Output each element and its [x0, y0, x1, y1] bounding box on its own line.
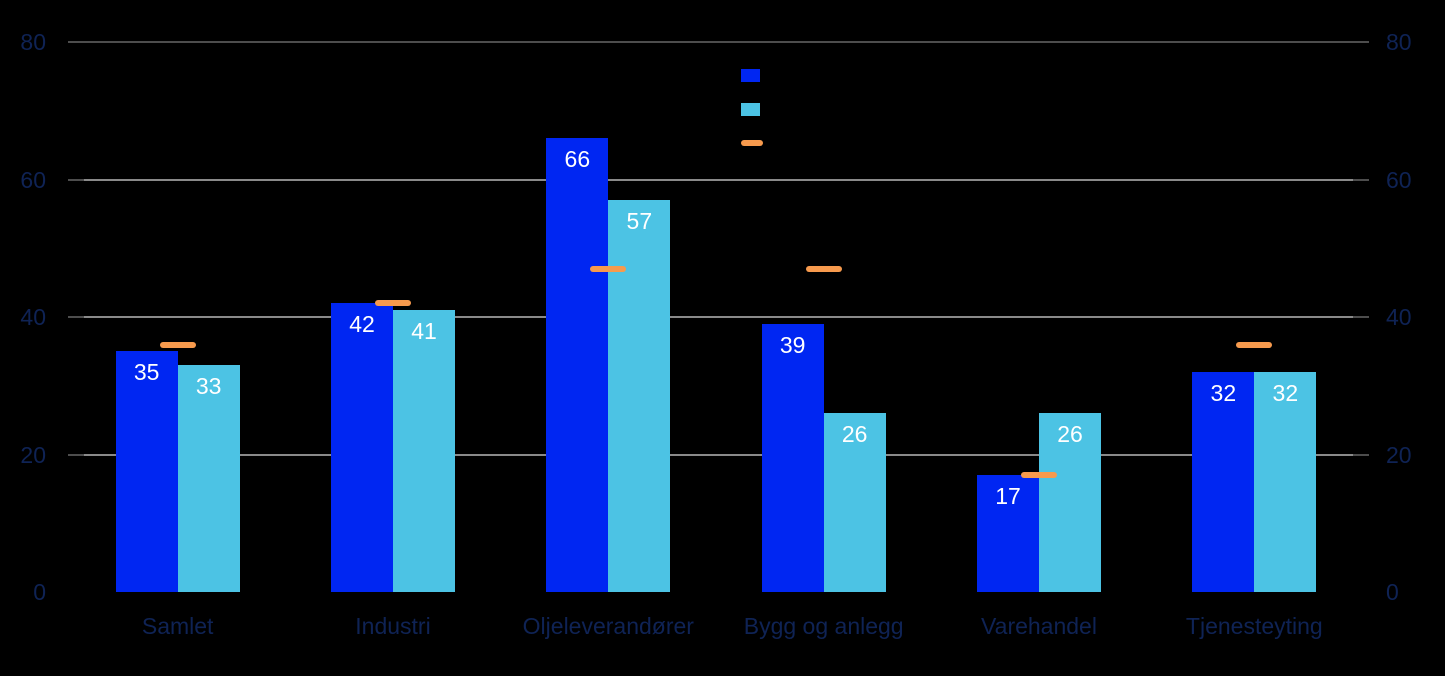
x-axis-label-varehandel: Varehandel	[981, 613, 1097, 639]
bar-value-label-samlet-series2: 33	[195, 373, 222, 400]
x-axis-label-industri: Industri	[355, 613, 431, 639]
y-axis-label-right-60: 60	[1386, 166, 1412, 193]
bar-value-label-bygg-og-anlegg-series2: 26	[841, 421, 868, 448]
bar-varehandel-series1	[977, 475, 1039, 592]
dash-marker-bygg-og-anlegg	[805, 265, 842, 272]
tick-right-60	[1353, 178, 1369, 181]
bar-varehandel-series2	[1039, 413, 1101, 592]
gridline-80	[84, 41, 1353, 43]
legend-entry-2	[741, 92, 941, 126]
y-axis-label-left-80: 80	[20, 29, 46, 55]
dash-marker-tjenesteyting	[1236, 341, 1273, 348]
bar-tjenesteyting-series2	[1254, 372, 1317, 592]
bar-value-label-bygg-og-anlegg-series1: 39	[779, 331, 806, 358]
gridline-40	[84, 316, 1353, 318]
bar-bygg-og-anlegg-series1	[761, 323, 824, 592]
bar-value-label-oljeleverandører-series2: 57	[626, 208, 653, 235]
legend-swatch-series-2	[741, 102, 760, 116]
bar-bygg-og-anlegg-series2	[823, 413, 886, 592]
dash-marker-oljeleverandører	[590, 265, 627, 272]
x-axis-label-oljeleverandører: Oljeleverandører	[522, 613, 694, 639]
bar-samlet-series2	[177, 365, 240, 592]
y-axis-label-left-20: 20	[20, 441, 46, 468]
legend	[741, 58, 941, 160]
bar-value-label-tjenesteyting-series1: 32	[1210, 380, 1237, 406]
tick-left-20	[68, 453, 84, 456]
y-axis-label-left-0: 0	[33, 579, 46, 605]
y-axis-label-right-40: 40	[1386, 304, 1412, 330]
tick-right-80	[1353, 41, 1369, 43]
bar-value-label-varehandel-series2: 26	[1057, 421, 1083, 448]
tick-left-40	[68, 316, 84, 318]
legend-swatch-series-3	[741, 140, 763, 146]
bar-samlet-series1	[115, 351, 178, 592]
gridline-60	[84, 178, 1353, 181]
tick-left-60	[68, 178, 84, 181]
x-axis-label-tjenesteyting: Tjenesteyting	[1185, 613, 1323, 639]
bar-value-label-oljeleverandører-series1: 66	[564, 146, 591, 173]
gridline-20	[84, 453, 1353, 456]
bar-value-label-samlet-series1: 35	[133, 359, 160, 386]
y-axis-label-left-40: 40	[20, 304, 46, 330]
legend-entry-3	[741, 126, 941, 160]
bar-value-label-industri-series2: 41	[411, 318, 437, 345]
bar-tjenesteyting-series1	[1192, 372, 1255, 592]
bar-oljeleverandører-series2	[608, 200, 671, 592]
x-axis-label-samlet: Samlet	[141, 613, 214, 639]
legend-entry-1	[741, 58, 941, 92]
bar-industri-series2	[393, 310, 455, 592]
dash-marker-varehandel	[1021, 472, 1057, 479]
dash-marker-industri	[375, 300, 411, 307]
dash-marker-samlet	[159, 341, 196, 348]
tick-left-80	[68, 41, 84, 43]
tick-right-20	[1353, 453, 1369, 456]
legend-swatch-series-1	[741, 68, 760, 82]
y-axis-label-right-20: 20	[1386, 441, 1412, 468]
y-axis-label-left-60: 60	[20, 166, 46, 193]
tick-right-40	[1353, 316, 1369, 318]
y-axis-label-right-80: 80	[1386, 29, 1412, 55]
y-axis-label-right-0: 0	[1386, 579, 1399, 605]
bar-value-label-varehandel-series1: 17	[995, 483, 1021, 510]
x-axis-label-bygg-og-anlegg: Bygg og anlegg	[743, 613, 904, 639]
bar-value-label-industri-series1: 42	[349, 311, 375, 338]
bar-industri-series1	[331, 303, 393, 592]
bar-oljeleverandører-series1	[546, 138, 609, 592]
bar-value-label-tjenesteyting-series2: 32	[1272, 380, 1299, 406]
